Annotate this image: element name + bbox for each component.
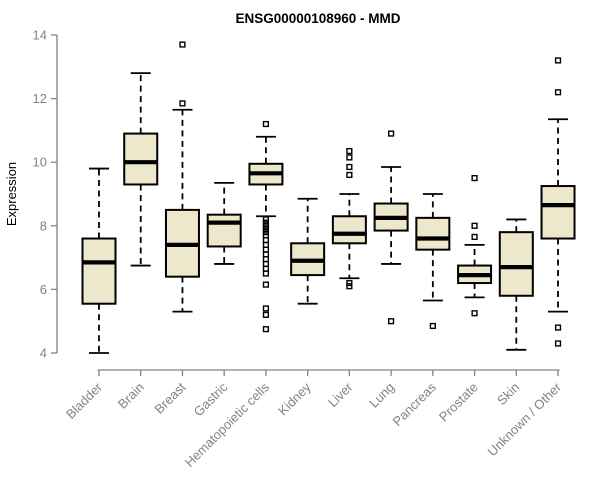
outlier-point	[346, 147, 353, 155]
x-tick-label: Pancreas	[390, 379, 440, 429]
x-tick-label: Liver	[325, 379, 356, 410]
outlier-point	[346, 163, 353, 171]
box-brain	[123, 72, 159, 267]
outlier-point	[262, 270, 270, 277]
x-tick-label: Prostate	[436, 380, 481, 425]
iqr-box	[331, 215, 367, 245]
box-skin	[498, 218, 534, 351]
x-tick-label: Unknown / Other	[485, 379, 565, 459]
box-gastric	[206, 181, 242, 265]
box-pancreas	[415, 193, 451, 330]
x-tick-label: Gastric	[191, 379, 231, 419]
y-axis-label: Expression	[4, 162, 19, 226]
x-tick-label: Brain	[115, 380, 147, 412]
box-bladder	[81, 167, 117, 354]
iqr-box	[540, 185, 576, 240]
y-tick-label: 6	[40, 282, 47, 297]
chart-title: ENSG00000108960 - MMD	[235, 11, 400, 26]
outlier-point	[471, 174, 478, 182]
box-kidney	[290, 197, 326, 305]
outlier-point	[471, 233, 478, 241]
outlier-point	[179, 41, 186, 48]
outlier-point	[388, 318, 395, 325]
outlier-point	[262, 311, 270, 318]
y-tick-label: 14	[33, 28, 47, 43]
outlier-point	[262, 326, 270, 333]
x-tick-label: Skin	[494, 380, 522, 408]
y-tick-label: 4	[40, 346, 47, 361]
outlier-point	[554, 57, 562, 64]
x-tick-label: Kidney	[275, 379, 314, 418]
outlier-point	[554, 340, 562, 347]
outlier-point	[471, 310, 478, 317]
outlier-point	[262, 225, 270, 233]
box-prostate	[457, 174, 493, 317]
iqr-box	[123, 132, 159, 186]
outlier-point	[262, 305, 270, 312]
x-tick-label: Lung	[366, 380, 397, 411]
outlier-point	[262, 219, 270, 226]
x-tick-label: Bladder	[63, 379, 106, 422]
outlier-point	[346, 171, 353, 179]
outlier-point	[346, 283, 353, 290]
iqr-box	[498, 231, 534, 297]
outlier-point	[262, 120, 270, 128]
y-tick-label: 10	[33, 155, 47, 170]
box-liver	[331, 147, 367, 290]
iqr-box	[81, 237, 117, 305]
outlier-point	[262, 222, 270, 229]
outlier-point	[262, 216, 270, 223]
box-unknown-other	[540, 57, 576, 347]
box-lung	[373, 130, 409, 325]
outlier-point	[262, 229, 270, 236]
outlier-point	[346, 154, 353, 161]
outlier-point	[471, 222, 478, 229]
y-tick-label: 12	[33, 91, 47, 106]
outlier-point	[429, 322, 436, 330]
box-hematopoietic-cells	[248, 120, 284, 333]
iqr-box	[415, 216, 451, 251]
outlier-point	[262, 281, 270, 288]
x-tick-label: Breast	[151, 379, 188, 416]
outlier-point	[388, 130, 395, 137]
iqr-box	[206, 213, 242, 248]
outlier-point	[179, 100, 186, 107]
y-tick-label: 8	[40, 218, 47, 233]
outlier-point	[554, 324, 562, 331]
outlier-point	[346, 279, 353, 287]
box-breast	[164, 41, 200, 313]
outlier-point	[554, 89, 562, 96]
